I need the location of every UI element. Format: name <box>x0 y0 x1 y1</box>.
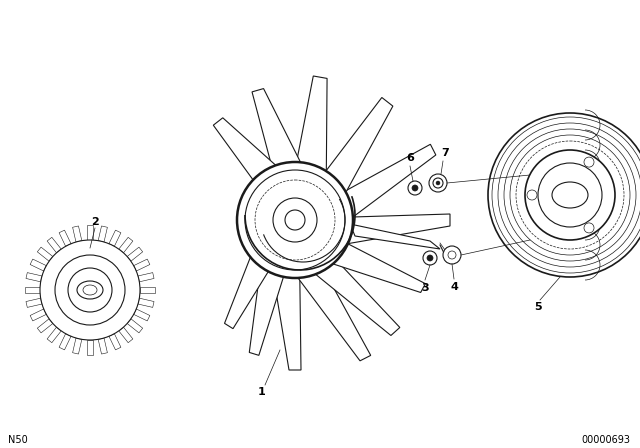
Polygon shape <box>59 230 71 246</box>
Text: N50: N50 <box>8 435 28 445</box>
Polygon shape <box>87 340 93 355</box>
Polygon shape <box>134 259 150 271</box>
Polygon shape <box>140 287 155 293</box>
Polygon shape <box>138 273 154 282</box>
Circle shape <box>429 174 447 192</box>
Circle shape <box>40 240 140 340</box>
Circle shape <box>448 251 456 259</box>
Polygon shape <box>98 338 108 354</box>
Circle shape <box>423 251 437 265</box>
Ellipse shape <box>552 182 588 208</box>
Polygon shape <box>47 327 61 343</box>
Circle shape <box>527 190 537 200</box>
Circle shape <box>237 162 353 278</box>
Polygon shape <box>72 338 82 354</box>
Text: 3: 3 <box>421 283 429 293</box>
Circle shape <box>488 113 640 277</box>
Polygon shape <box>328 242 426 293</box>
Polygon shape <box>98 226 108 242</box>
Polygon shape <box>87 225 93 240</box>
Circle shape <box>584 223 594 233</box>
Circle shape <box>525 150 615 240</box>
Circle shape <box>68 268 112 312</box>
Polygon shape <box>127 319 143 333</box>
Polygon shape <box>109 334 121 350</box>
Polygon shape <box>30 259 46 271</box>
Polygon shape <box>37 247 52 261</box>
Circle shape <box>436 181 440 185</box>
Polygon shape <box>127 247 143 261</box>
Text: 4: 4 <box>450 282 458 292</box>
Polygon shape <box>312 257 400 336</box>
Text: 5: 5 <box>534 302 542 312</box>
Circle shape <box>427 255 433 261</box>
Polygon shape <box>295 267 371 361</box>
Text: 2: 2 <box>91 217 99 227</box>
Circle shape <box>285 210 305 230</box>
Polygon shape <box>134 309 150 321</box>
Polygon shape <box>30 309 46 321</box>
Polygon shape <box>213 118 279 183</box>
Polygon shape <box>138 298 154 307</box>
Circle shape <box>584 157 594 167</box>
Polygon shape <box>25 287 40 293</box>
Text: 00000693: 00000693 <box>581 435 630 445</box>
Polygon shape <box>296 76 327 176</box>
Polygon shape <box>26 298 42 307</box>
Polygon shape <box>119 327 133 343</box>
Circle shape <box>538 163 602 227</box>
Polygon shape <box>72 226 82 242</box>
Polygon shape <box>252 89 303 171</box>
Circle shape <box>412 185 418 191</box>
Polygon shape <box>109 230 121 246</box>
Polygon shape <box>350 224 440 249</box>
Polygon shape <box>250 262 285 355</box>
Circle shape <box>55 255 125 325</box>
Text: 7: 7 <box>441 148 449 158</box>
Polygon shape <box>47 237 61 253</box>
Polygon shape <box>225 252 271 329</box>
Ellipse shape <box>77 281 103 299</box>
Circle shape <box>443 246 461 264</box>
Polygon shape <box>342 144 436 220</box>
Circle shape <box>408 181 422 195</box>
Polygon shape <box>324 98 393 196</box>
Ellipse shape <box>83 285 97 295</box>
Polygon shape <box>119 237 133 253</box>
Polygon shape <box>26 273 42 282</box>
Polygon shape <box>343 214 450 245</box>
Polygon shape <box>272 269 301 370</box>
Polygon shape <box>37 319 52 333</box>
Text: 6: 6 <box>406 153 414 163</box>
Circle shape <box>433 178 443 188</box>
Circle shape <box>273 198 317 242</box>
Polygon shape <box>59 334 71 350</box>
Text: 1: 1 <box>258 387 266 397</box>
